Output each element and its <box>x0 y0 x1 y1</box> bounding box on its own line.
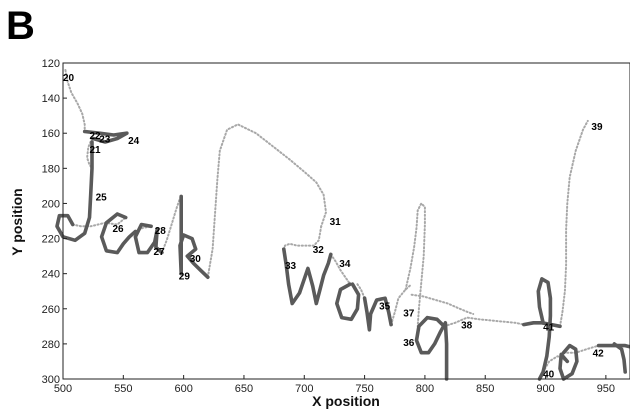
pen-down-stroke-1 <box>55 140 94 243</box>
pen-down-stroke-10 <box>521 320 562 329</box>
point-label-23: 23 <box>99 135 111 146</box>
axis-ticks: 500 550 600 650 700 750 800 850 900 950 120 140 160 1… <box>42 58 615 395</box>
y-tick-label: 220 <box>42 234 60 246</box>
pen-down-stroke-7 <box>362 296 393 332</box>
y-tick-label: 260 <box>42 304 60 316</box>
point-label-26: 26 <box>113 224 125 235</box>
point-label-20: 20 <box>63 73 75 84</box>
point-label-39: 39 <box>591 122 603 133</box>
pen-down-stroke-13 <box>596 343 630 349</box>
x-tick-label: 700 <box>295 383 313 395</box>
pen-down-stroke-3 <box>133 222 164 255</box>
point-label-21: 21 <box>90 145 102 156</box>
pen-up-stroke-12 <box>443 316 525 328</box>
x-tick-label: 650 <box>235 383 253 395</box>
point-label-40: 40 <box>543 370 555 381</box>
pen-down-stroke-12 <box>612 342 628 374</box>
pen-up-stroke-0 <box>64 69 86 133</box>
pen-down-stroke-5 <box>281 247 333 306</box>
x-tick-label: 550 <box>114 383 132 395</box>
point-label-32: 32 <box>313 245 325 256</box>
pen-up-stroke-7 <box>329 253 352 286</box>
pen-down-stroke-4 <box>178 194 210 280</box>
point-label-35: 35 <box>379 301 391 312</box>
y-tick-label: 180 <box>42 163 60 175</box>
pen-down-stroke-2 <box>99 212 138 255</box>
y-tick-label: 300 <box>42 374 60 386</box>
point-label-34: 34 <box>339 259 351 270</box>
pen-up-stroke-11 <box>410 293 475 315</box>
point-label-30: 30 <box>190 254 202 265</box>
y-tick-label: 200 <box>42 198 60 210</box>
plot-frame <box>62 62 630 380</box>
point-label-38: 38 <box>461 321 473 332</box>
point-label-25: 25 <box>96 192 108 203</box>
pen-up-stroke-10 <box>404 202 426 328</box>
point-label-24: 24 <box>128 136 140 147</box>
x-tick-label: 850 <box>476 383 494 395</box>
pen-up-stroke-15 <box>562 344 600 354</box>
y-tick-label: 120 <box>42 58 60 70</box>
y-axis-label: Y position <box>9 188 25 255</box>
point-label-22: 22 <box>90 131 102 142</box>
pen-up-stroke-13 <box>559 119 589 328</box>
point-label-36: 36 <box>403 338 415 349</box>
point-label-33: 33 <box>285 261 297 272</box>
y-tick-label: 280 <box>42 339 60 351</box>
point-label-42: 42 <box>593 349 605 360</box>
pen-down-stroke-0 <box>82 129 129 144</box>
pen-down-stroke-6 <box>334 282 361 322</box>
x-tick-label: 900 <box>536 383 554 395</box>
point-label-31: 31 <box>330 217 342 228</box>
pen-up-stroke-5 <box>206 123 327 279</box>
pen-up-stroke-4 <box>160 195 183 254</box>
point-label-41: 41 <box>543 322 555 333</box>
panel-label: B <box>6 4 35 48</box>
x-axis-label: X position <box>312 393 380 409</box>
point-label-27: 27 <box>154 247 166 258</box>
point-label-29: 29 <box>179 271 191 282</box>
pen-up-stroke-8 <box>356 283 366 300</box>
pen-down-stroke-8 <box>414 315 449 381</box>
x-tick-label: 750 <box>355 383 373 395</box>
x-tick-label: 600 <box>174 383 192 395</box>
y-tick-label: 160 <box>42 128 60 140</box>
pen-up-stroke-14 <box>542 355 569 373</box>
x-tick-label: 800 <box>416 383 434 395</box>
pen-up-stroke-9 <box>390 283 413 326</box>
x-tick-label: 500 <box>54 383 72 395</box>
point-label-28: 28 <box>155 226 167 237</box>
pen-up-stroke-6 <box>282 225 323 251</box>
pen-down-stroke-11 <box>558 343 579 381</box>
pen-up-stroke-2 <box>71 216 127 228</box>
point-label-37: 37 <box>403 308 415 319</box>
y-tick-label: 140 <box>42 93 60 105</box>
pen-down-stroke-9 <box>536 277 553 381</box>
y-tick-label: 240 <box>42 269 60 281</box>
x-tick-label: 950 <box>597 383 615 395</box>
